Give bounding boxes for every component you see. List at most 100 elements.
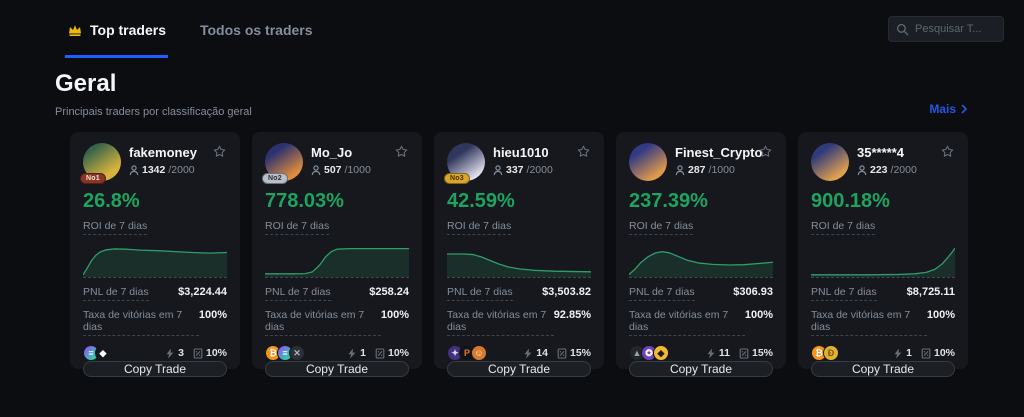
- copiers-icon: [348, 348, 356, 358]
- profit-share-icon: [193, 347, 203, 359]
- follower-capacity: /1000: [708, 164, 735, 176]
- avatar[interactable]: No1: [80, 143, 121, 184]
- traded-coins: ₿ ≡ ✕: [265, 345, 305, 361]
- avatar[interactable]: No3: [444, 143, 485, 184]
- card-header: Finest_Crypto 287/1000: [629, 143, 773, 181]
- profit-share-value: 15%: [751, 347, 773, 359]
- copy-trade-button[interactable]: Copy Trade: [447, 361, 591, 377]
- trader-cards: No1 fakemoney 1342/2000 26.8% ROI de 7 d…: [0, 118, 1024, 377]
- trader-card: No3 hieu1010 337/2000 42.59% ROI de 7 di…: [434, 132, 604, 377]
- copy-trade-button[interactable]: Copy Trade: [83, 361, 227, 377]
- search-icon: [896, 23, 909, 36]
- roi-sparkline: [265, 244, 409, 278]
- win-rate-label: Taxa de vitórias em 7 dias: [447, 309, 554, 336]
- rank-badge: No3: [444, 173, 470, 184]
- favorite-star-icon[interactable]: [576, 144, 591, 159]
- trader-name[interactable]: Mo_Jo: [311, 145, 353, 160]
- trader-card: Finest_Crypto 287/1000 237.39% ROI de 7 …: [616, 132, 786, 377]
- pnl-label: PNL de 7 dias: [629, 286, 695, 301]
- search-input[interactable]: [889, 17, 1003, 41]
- card-header: No1 fakemoney 1342/2000: [80, 143, 227, 184]
- followers-icon: [311, 164, 321, 175]
- follower-current: 223: [870, 164, 888, 176]
- copy-trade-button[interactable]: Copy Trade: [265, 361, 409, 377]
- profit-share-stat: 10%: [375, 347, 409, 359]
- roi-label: ROI de 7 dias: [811, 220, 876, 235]
- favorite-star-icon[interactable]: [758, 144, 773, 159]
- follower-capacity: /1000: [344, 164, 371, 176]
- trader-name[interactable]: fakemoney: [129, 145, 197, 160]
- bnb-coin: ◆: [653, 345, 669, 361]
- follower-count: 287/1000: [675, 164, 750, 176]
- profit-share-stat: 10%: [921, 347, 955, 359]
- meta-row: ₿ ≡ ✕ 1 10%: [265, 345, 409, 361]
- roi-label: ROI de 7 dias: [447, 220, 512, 235]
- follower-count: 223/2000: [857, 164, 917, 176]
- meta-row: ₿ Ð 1 10%: [811, 345, 955, 361]
- avatar[interactable]: No2: [262, 143, 303, 184]
- pnl-label: PNL de 7 dias: [811, 286, 877, 301]
- favorite-star-icon[interactable]: [940, 144, 955, 159]
- profit-share-value: 10%: [933, 347, 955, 359]
- copy-trade-button[interactable]: Copy Trade: [629, 361, 773, 377]
- copiers-count: 14: [536, 347, 548, 359]
- win-rate-row: Taxa de vitórias em 7 dias 100%: [629, 309, 773, 336]
- trader-name[interactable]: 35*****4: [857, 145, 904, 160]
- follower-capacity: /2000: [526, 164, 553, 176]
- copiers-stat: 1: [893, 347, 912, 359]
- pnl-value: $306.93: [733, 286, 773, 298]
- win-rate-label: Taxa de vitórias em 7 dias: [83, 309, 199, 336]
- win-rate-label: Taxa de vitórias em 7 dias: [629, 309, 745, 336]
- win-rate-label: Taxa de vitórias em 7 dias: [265, 309, 381, 336]
- favorite-star-icon[interactable]: [394, 144, 409, 159]
- pnl-row: PNL de 7 dias $3,224.44: [83, 286, 227, 301]
- page-subtitle: Principais traders por classificação ger…: [55, 106, 252, 118]
- pnl-value: $3,503.82: [542, 286, 591, 298]
- profit-share-icon: [921, 347, 931, 359]
- avatar[interactable]: [811, 143, 849, 181]
- avatar[interactable]: [629, 143, 667, 181]
- followers-icon: [675, 164, 685, 175]
- pnl-row: PNL de 7 dias $258.24: [265, 286, 409, 301]
- copiers-stat: 14: [523, 347, 548, 359]
- top-bar: Top traders Todos os traders: [0, 0, 1024, 58]
- traded-coins: ≡ ◆: [83, 345, 111, 361]
- page-title: Geral: [55, 70, 117, 97]
- copy-trade-button[interactable]: Copy Trade: [811, 361, 955, 377]
- trump-token-coin: ☺: [471, 345, 487, 361]
- win-rate-row: Taxa de vitórias em 7 dias 92.85%: [447, 309, 591, 336]
- follower-count: 337/2000: [493, 164, 553, 176]
- tab-top-traders[interactable]: Top traders: [65, 0, 168, 58]
- profit-share-icon: [557, 347, 567, 359]
- profit-share-icon: [375, 347, 385, 359]
- win-rate-row: Taxa de vitórias em 7 dias 100%: [83, 309, 227, 336]
- follower-current: 1342: [142, 164, 166, 176]
- roi-value: 778.03%: [265, 190, 344, 212]
- trader-card: 35*****4 223/2000 900.18% ROI de 7 dias …: [798, 132, 968, 377]
- trader-name[interactable]: hieu1010: [493, 145, 549, 160]
- pnl-value: $8,725.11: [906, 286, 955, 298]
- chevron-right-icon: [961, 104, 968, 114]
- card-header: No3 hieu1010 337/2000: [444, 143, 591, 184]
- pnl-value: $3,224.44: [178, 286, 227, 298]
- trader-card: No2 Mo_Jo 507/1000 778.03% ROI de 7 dias…: [252, 132, 422, 377]
- roi-sparkline: [447, 244, 591, 278]
- card-header: No2 Mo_Jo 507/1000: [262, 143, 409, 184]
- copiers-icon: [524, 348, 532, 358]
- avatar-image: [629, 143, 667, 181]
- pnl-row: PNL de 7 dias $306.93: [629, 286, 773, 301]
- roi-sparkline: [629, 244, 773, 278]
- trader-name[interactable]: Finest_Crypto: [675, 145, 763, 160]
- profit-share-stat: 10%: [193, 347, 227, 359]
- tab-todos-os-traders[interactable]: Todos os traders: [198, 0, 315, 58]
- card-header: 35*****4 223/2000: [811, 143, 955, 181]
- copiers-stat: 11: [706, 347, 730, 359]
- profit-share-stat: 15%: [739, 347, 773, 359]
- favorite-star-icon[interactable]: [212, 144, 227, 159]
- copiers-icon: [707, 348, 715, 358]
- copiers-stat: 1: [347, 347, 366, 359]
- copiers-count: 3: [178, 347, 184, 359]
- more-link[interactable]: Mais: [929, 102, 968, 118]
- tab-label: Top traders: [90, 21, 166, 38]
- rank-badge: No2: [262, 173, 288, 184]
